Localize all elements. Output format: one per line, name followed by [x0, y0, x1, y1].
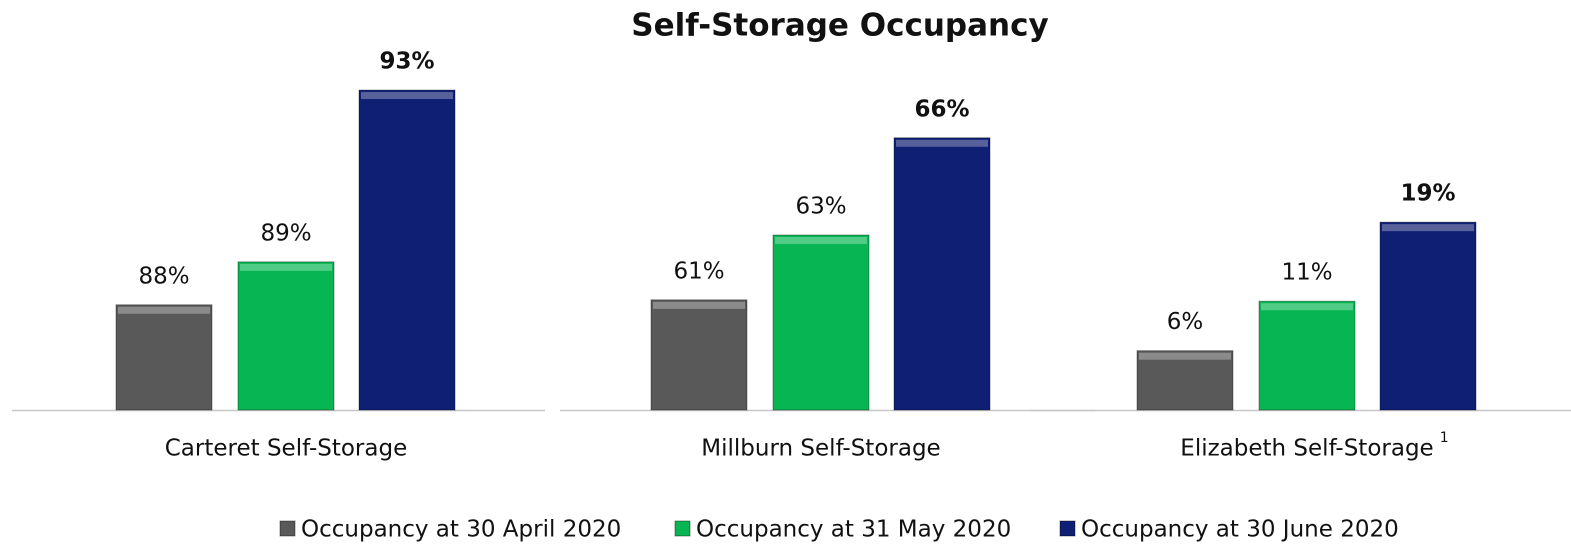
- value-label: 88%: [138, 263, 189, 289]
- category-label: Elizabeth Self-Storage: [1180, 436, 1433, 462]
- bar: [237, 261, 335, 411]
- value-label: 89%: [260, 220, 311, 246]
- bar-bevel: [1139, 352, 1231, 360]
- legend-swatch: [279, 520, 296, 537]
- bar: [772, 234, 870, 411]
- category-label: Millburn Self-Storage: [701, 436, 940, 462]
- value-label: 66%: [914, 96, 969, 122]
- category-label: Carteret Self-Storage: [165, 436, 407, 462]
- bar-bevel: [1261, 303, 1353, 311]
- bar-bevel: [240, 263, 332, 271]
- legend-label: Occupancy at 30 April 2020: [301, 517, 621, 543]
- bar-bevel: [1382, 224, 1474, 232]
- bar: [358, 89, 456, 411]
- bar: [1136, 350, 1234, 411]
- bar-bevel: [896, 139, 988, 147]
- value-label: 63%: [795, 194, 846, 220]
- bar: [650, 299, 748, 411]
- legend-label: Occupancy at 31 May 2020: [696, 517, 1011, 543]
- legend-label: Occupancy at 30 June 2020: [1081, 517, 1399, 543]
- value-label: 93%: [379, 49, 434, 75]
- bar: [1258, 300, 1356, 411]
- chart-title: Self-Storage Occupancy: [631, 8, 1048, 44]
- bar-bevel: [653, 301, 745, 309]
- bar: [1379, 221, 1477, 411]
- value-label: 61%: [673, 258, 724, 284]
- bar-bevel: [118, 306, 210, 314]
- bar: [115, 304, 213, 411]
- bar-bevel: [775, 237, 867, 244]
- value-label: 11%: [1281, 260, 1332, 286]
- value-label: 6%: [1167, 309, 1204, 335]
- legend-swatch: [674, 520, 691, 537]
- legend-swatch: [1059, 520, 1076, 537]
- value-label: 19%: [1400, 181, 1455, 207]
- footnote-marker: 1: [1440, 430, 1449, 446]
- bar-bevel: [361, 92, 453, 100]
- bar: [893, 137, 991, 411]
